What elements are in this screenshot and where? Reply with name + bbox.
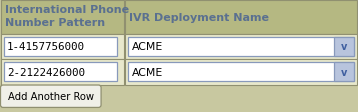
FancyBboxPatch shape (334, 63, 354, 82)
FancyBboxPatch shape (334, 37, 354, 57)
FancyBboxPatch shape (125, 1, 357, 34)
Text: ACME: ACME (132, 42, 163, 52)
FancyBboxPatch shape (125, 60, 357, 85)
FancyBboxPatch shape (128, 63, 354, 82)
FancyBboxPatch shape (128, 37, 354, 57)
Text: International Phone: International Phone (5, 5, 129, 15)
FancyBboxPatch shape (4, 63, 117, 82)
Text: 1-4157756000: 1-4157756000 (7, 42, 85, 52)
FancyBboxPatch shape (1, 34, 124, 60)
FancyBboxPatch shape (1, 60, 124, 85)
FancyBboxPatch shape (1, 1, 124, 34)
Text: v: v (341, 42, 347, 52)
Text: ACME: ACME (132, 67, 163, 77)
Text: v: v (341, 67, 347, 77)
Text: 2-2122426000: 2-2122426000 (7, 67, 85, 77)
FancyBboxPatch shape (125, 34, 357, 60)
Text: Number Pattern: Number Pattern (5, 18, 105, 28)
Text: Add Another Row: Add Another Row (8, 91, 94, 101)
FancyBboxPatch shape (4, 37, 117, 57)
Text: IVR Deployment Name: IVR Deployment Name (129, 13, 269, 23)
FancyBboxPatch shape (0, 85, 101, 107)
